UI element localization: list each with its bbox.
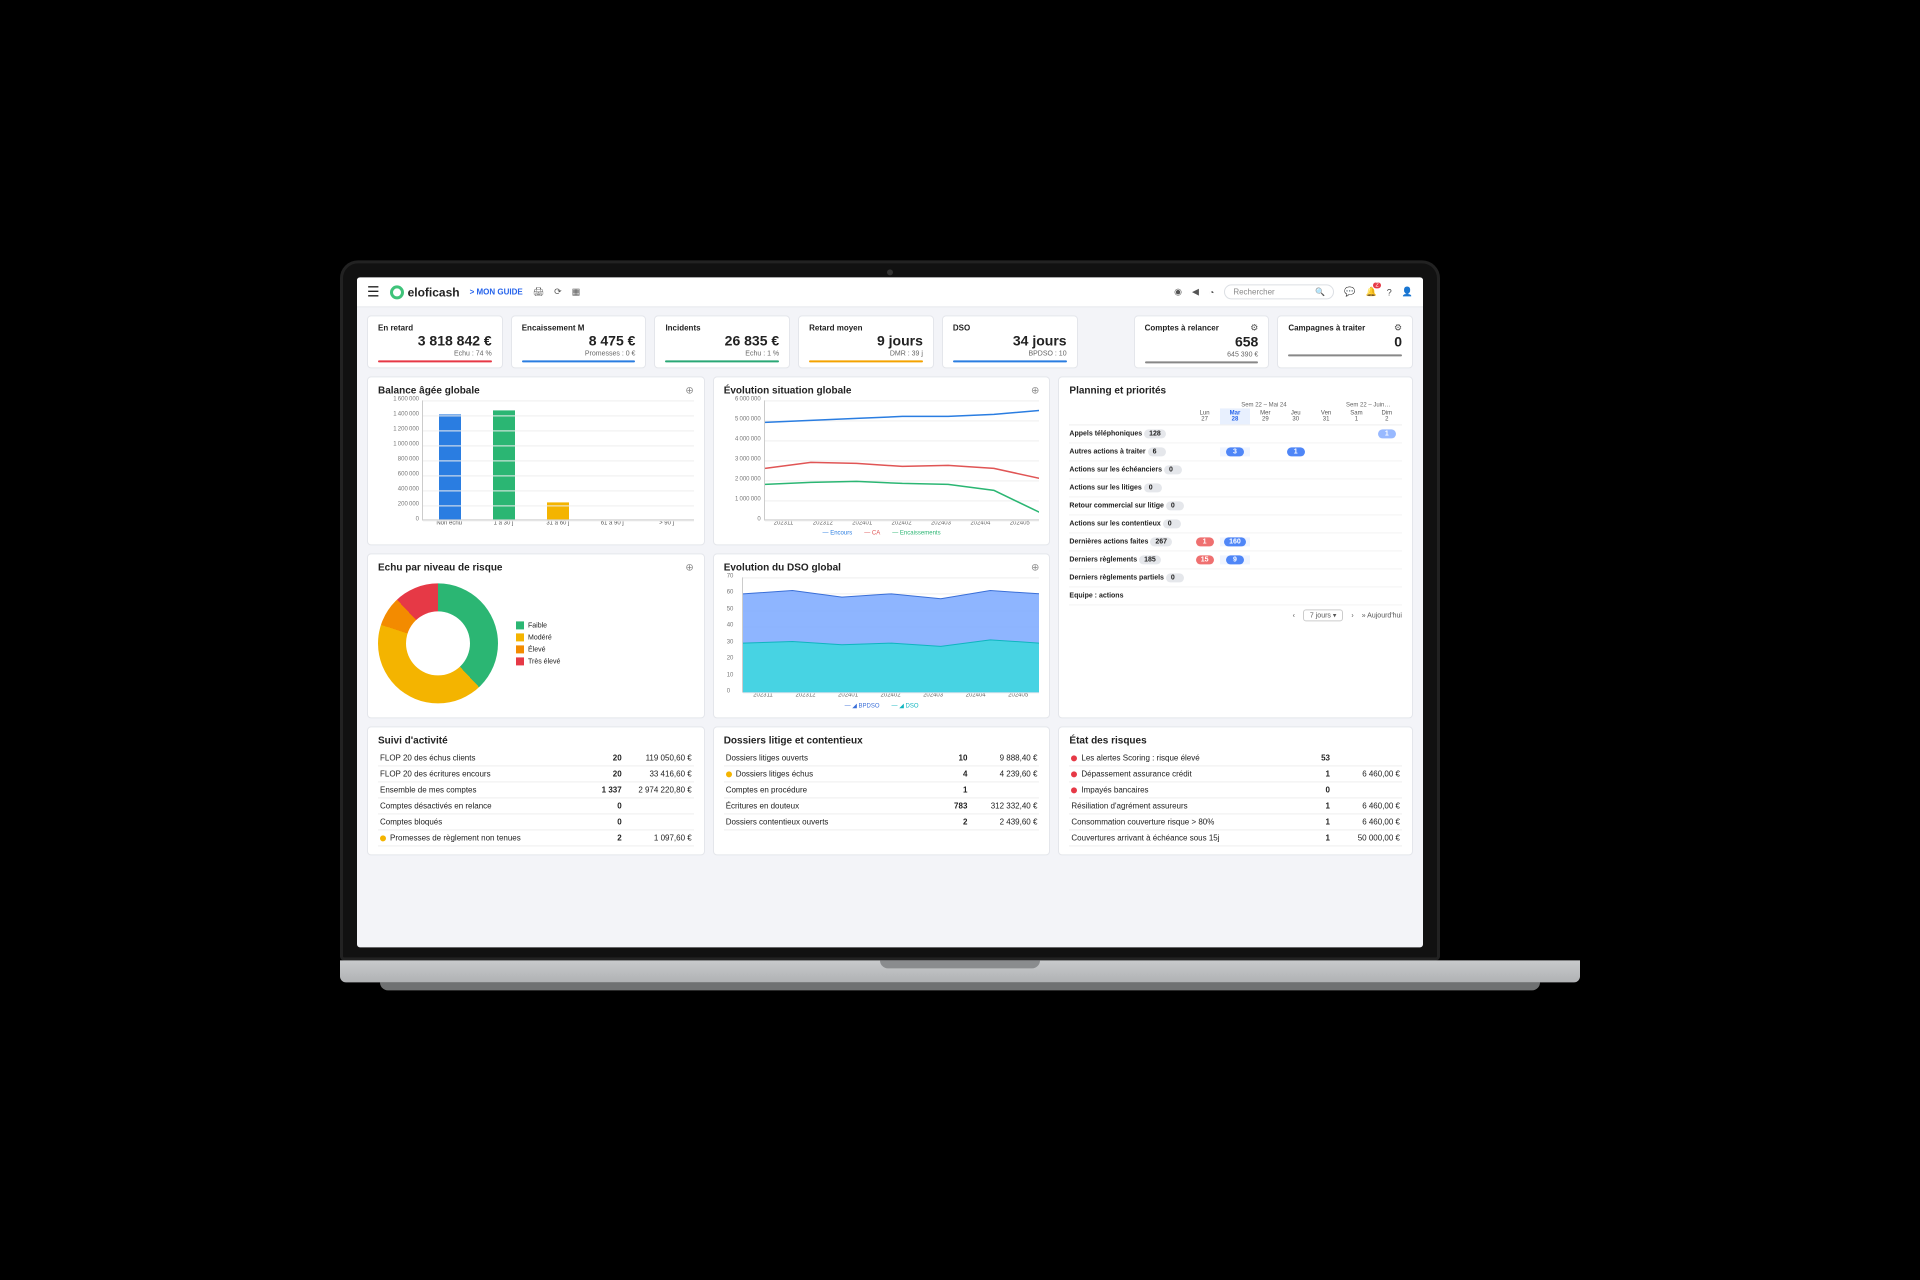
kpi-card[interactable]: Comptes à relancer⚙ 658 645 390 € bbox=[1134, 315, 1270, 368]
table-row[interactable]: Consommation couverture risque > 80%16 4… bbox=[1069, 814, 1402, 830]
litige-title: Dossiers litige et contentieux bbox=[724, 735, 863, 746]
table-row[interactable]: Impayés bancaires0 bbox=[1069, 782, 1402, 798]
bar[interactable] bbox=[493, 411, 515, 520]
risk-legend: Faible Modéré Élevé Très élevé bbox=[516, 617, 560, 669]
plan-row[interactable]: Dernières actions faites 2671160 bbox=[1069, 533, 1402, 551]
kpi-row: En retard 3 818 842 € Echu : 74 % Encais… bbox=[357, 307, 1423, 376]
plan-range-select[interactable]: 7 jours ▾ bbox=[1303, 609, 1343, 621]
card-litige: Dossiers litige et contentieux Dossiers … bbox=[713, 726, 1051, 855]
etat-table: Les alertes Scoring : risque élevé53Dépa… bbox=[1069, 750, 1402, 846]
table-row[interactable]: Dossiers litiges ouverts109 888,40 € bbox=[724, 750, 1040, 766]
planning-header: Lun27Mar28Mer29Jeu30Ven31Sam1Dim2 bbox=[1069, 408, 1402, 425]
plan-next-icon[interactable]: › bbox=[1351, 612, 1353, 619]
suivi-title: Suivi d'activité bbox=[378, 735, 448, 746]
table-row[interactable]: Écritures en douteux783312 332,40 € bbox=[724, 798, 1040, 814]
brand-name: eloficash bbox=[408, 285, 460, 299]
gear-icon[interactable]: ⚙ bbox=[1250, 322, 1258, 333]
legend-item[interactable]: Modéré bbox=[516, 633, 560, 641]
evolution-chart: 01 000 0002 000 0003 000 0004 000 0005 0… bbox=[764, 400, 1040, 520]
kpi-card[interactable]: Incidents 26 835 € Echu : 1 % bbox=[654, 315, 790, 368]
plan-row[interactable]: Derniers règlements 185159 bbox=[1069, 551, 1402, 569]
table-row[interactable]: Dépassement assurance crédit16 460,00 € bbox=[1069, 766, 1402, 782]
plan-row[interactable]: Appels téléphoniques 1281 bbox=[1069, 425, 1402, 443]
chat-icon[interactable]: 💬 bbox=[1344, 286, 1355, 297]
planning-body: Appels téléphoniques 1281Autres actions … bbox=[1069, 425, 1402, 605]
litige-table: Dossiers litiges ouverts109 888,40 €Doss… bbox=[724, 750, 1040, 830]
refresh-icon[interactable]: ⟳ bbox=[554, 286, 562, 297]
card-balance: Balance âgée globale ⊕ 0200 000400 00060… bbox=[367, 376, 705, 545]
kpi-card[interactable]: Retard moyen 9 jours DMR : 39 j bbox=[798, 315, 934, 368]
dso-chart: 010203040506070 bbox=[742, 577, 1040, 692]
print-icon[interactable]: 🖨 bbox=[533, 286, 544, 297]
table-row[interactable]: Comptes en procédure1 bbox=[724, 782, 1040, 798]
table-row[interactable]: Couvertures arrivant à échéance sous 15j… bbox=[1069, 830, 1402, 846]
gear-icon[interactable]: ⚙ bbox=[1394, 322, 1402, 333]
plan-row[interactable]: Autres actions à traiter 631 bbox=[1069, 443, 1402, 461]
evolution-title: Évolution situation globale bbox=[724, 385, 852, 396]
etat-title: État des risques bbox=[1069, 735, 1146, 746]
table-row[interactable]: FLOP 20 des écritures encours2033 416,60… bbox=[378, 766, 694, 782]
zoom-icon[interactable]: ⊕ bbox=[1031, 385, 1039, 396]
risk-title: Echu par niveau de risque bbox=[378, 562, 502, 573]
suivi-table: FLOP 20 des échus clients20119 050,60 €F… bbox=[378, 750, 694, 846]
planning-title: Planning et priorités bbox=[1069, 385, 1166, 396]
plan-row[interactable]: Actions sur les échéanciers 0 bbox=[1069, 461, 1402, 479]
zoom-icon[interactable]: ⊕ bbox=[685, 562, 693, 573]
card-planning: Planning et priorités Sem 22 – Mai 24Sem… bbox=[1058, 376, 1413, 718]
table-row[interactable]: Les alertes Scoring : risque élevé53 bbox=[1069, 750, 1402, 766]
menu-icon[interactable]: ☰ bbox=[367, 283, 380, 300]
bell-icon[interactable]: 🔔2 bbox=[1366, 286, 1377, 297]
table-row[interactable]: Comptes désactivés en relance0 bbox=[378, 798, 694, 814]
table-row[interactable]: FLOP 20 des échus clients20119 050,60 € bbox=[378, 750, 694, 766]
bell-badge: 2 bbox=[1373, 282, 1380, 288]
plan-row[interactable]: Actions sur les litiges 0 bbox=[1069, 479, 1402, 497]
table-row[interactable]: Résiliation d'agrément assureurs16 460,0… bbox=[1069, 798, 1402, 814]
card-suivi: Suivi d'activité FLOP 20 des échus clien… bbox=[367, 726, 705, 855]
legend-item[interactable]: Très élevé bbox=[516, 657, 560, 665]
legend-item[interactable]: Élevé bbox=[516, 645, 560, 653]
plan-row[interactable]: Actions sur les contentieux 0 bbox=[1069, 515, 1402, 533]
topbar: ☰ eloficash > MON GUIDE 🖨 ⟳ ▦ ◉ ◀ ◔ bbox=[357, 277, 1423, 307]
evolution-legend: EncoursCAEncaissements bbox=[724, 530, 1040, 536]
table-row[interactable]: Promesses de règlement non tenues21 097,… bbox=[378, 830, 694, 846]
table-row[interactable]: Dossiers litiges échus44 239,60 € bbox=[724, 766, 1040, 782]
table-row[interactable]: Ensemble de mes comptes1 3372 974 220,80… bbox=[378, 782, 694, 798]
search-input[interactable]: Rechercher 🔍 bbox=[1224, 284, 1334, 299]
target-icon[interactable]: ◉ bbox=[1174, 286, 1182, 297]
table-row[interactable]: Comptes bloqués0 bbox=[378, 814, 694, 830]
kpi-card[interactable]: Campagnes à traiter⚙ 0 bbox=[1277, 315, 1413, 368]
balance-chart: 0200 000400 000600 000800 0001 000 0001 … bbox=[422, 400, 694, 520]
card-risk-donut: Echu par niveau de risque ⊕ Faible Modéré… bbox=[367, 553, 705, 718]
brand-logo-icon bbox=[390, 285, 404, 299]
camera bbox=[887, 269, 893, 275]
plan-prev-icon[interactable]: ‹ bbox=[1293, 612, 1295, 619]
help-icon[interactable]: ? bbox=[1387, 287, 1392, 297]
table-row[interactable]: Dossiers contentieux ouverts22 439,60 € bbox=[724, 814, 1040, 830]
dso-title: Evolution du DSO global bbox=[724, 562, 841, 573]
plan-row[interactable]: Equipe : actions bbox=[1069, 587, 1402, 605]
search-placeholder: Rechercher bbox=[1233, 287, 1274, 296]
plan-row[interactable]: Derniers règlements partiels 0 bbox=[1069, 569, 1402, 587]
cursor-icon[interactable]: ◀ bbox=[1192, 286, 1199, 297]
card-dso: Evolution du DSO global ⊕ 01020304050607… bbox=[713, 553, 1051, 718]
grid-icon[interactable]: ▦ bbox=[572, 286, 581, 297]
plan-today-link[interactable]: » Aujourd'hui bbox=[1362, 612, 1402, 619]
kpi-card[interactable]: Encaissement M 8 475 € Promesses : 0 € bbox=[511, 315, 647, 368]
dso-legend: ◢ BPDSO◢ DSO bbox=[724, 702, 1040, 709]
risk-donut-chart bbox=[378, 583, 498, 703]
kpi-card[interactable]: En retard 3 818 842 € Echu : 74 % bbox=[367, 315, 503, 368]
card-evolution: Évolution situation globale ⊕ 01 000 000… bbox=[713, 376, 1051, 545]
card-etat: État des risques Les alertes Scoring : r… bbox=[1058, 726, 1413, 855]
guide-link[interactable]: > MON GUIDE bbox=[470, 287, 523, 296]
balance-title: Balance âgée globale bbox=[378, 385, 480, 396]
zoom-icon[interactable]: ⊕ bbox=[1031, 562, 1039, 573]
kpi-card[interactable]: DSO 34 jours BPDSO : 10 bbox=[942, 315, 1078, 368]
user-icon[interactable]: 👤 bbox=[1402, 286, 1413, 297]
plan-row[interactable]: Retour commercial sur litige 0 bbox=[1069, 497, 1402, 515]
zoom-icon[interactable]: ⊕ bbox=[685, 385, 693, 396]
legend-item[interactable]: Faible bbox=[516, 621, 560, 629]
brand[interactable]: eloficash bbox=[390, 285, 460, 299]
search-icon: 🔍 bbox=[1315, 287, 1325, 296]
compass-icon[interactable]: ◔ bbox=[1209, 287, 1214, 297]
